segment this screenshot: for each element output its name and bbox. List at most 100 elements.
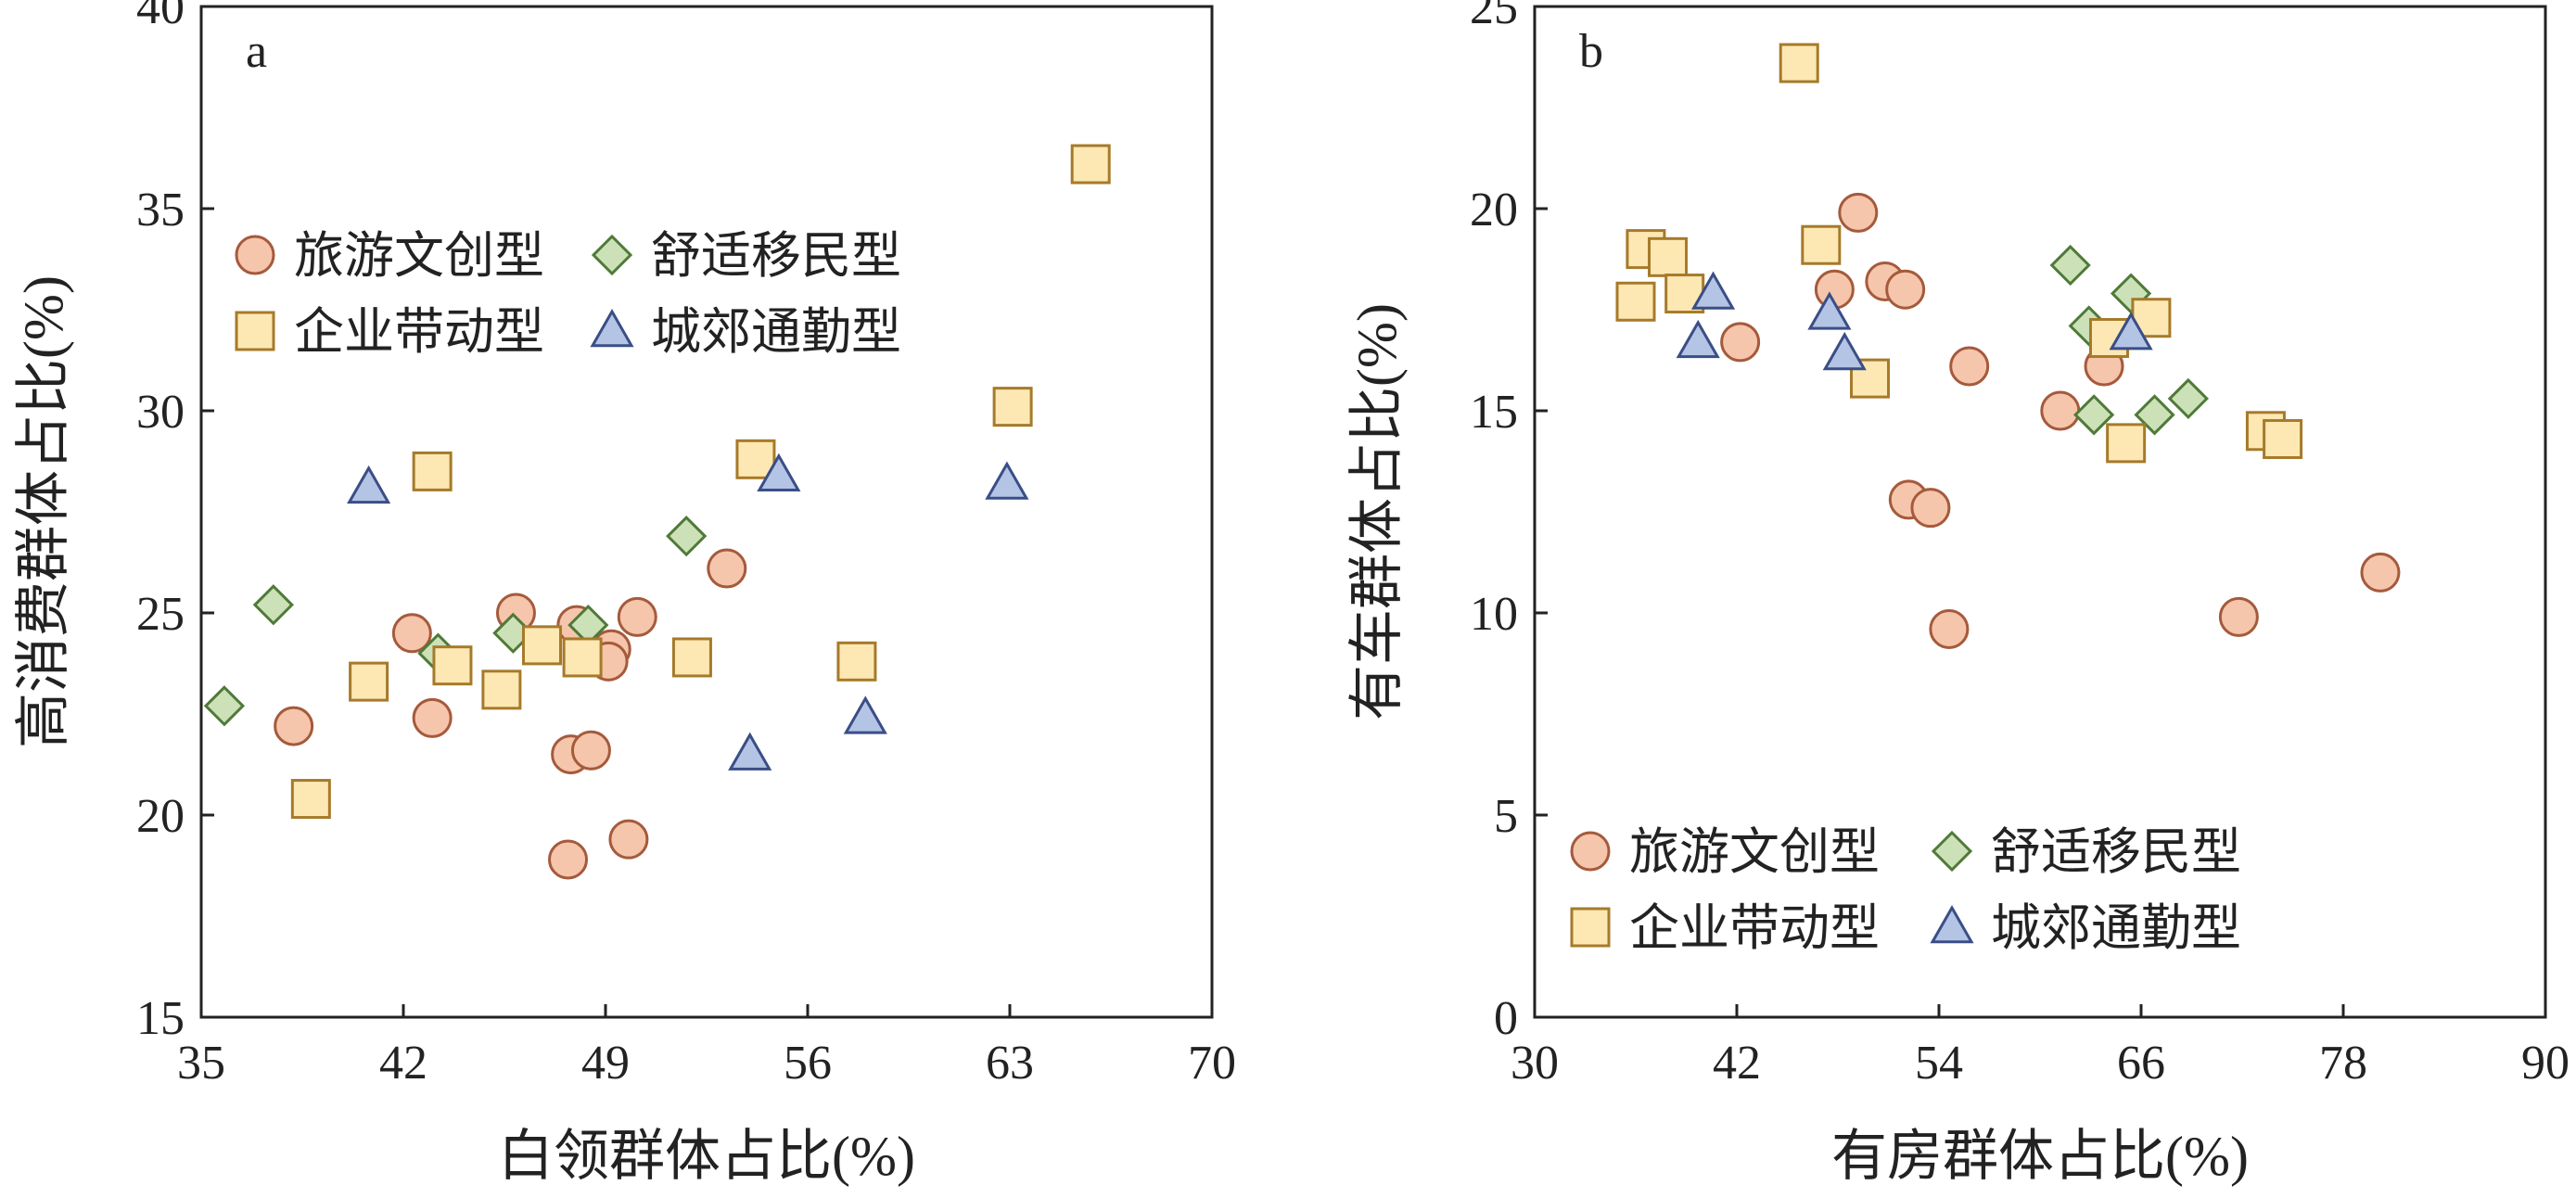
data-point bbox=[252, 584, 294, 626]
data-point bbox=[1807, 291, 1852, 330]
legend-marker bbox=[235, 311, 275, 351]
data-point bbox=[671, 637, 712, 678]
x-tick-label: 54 bbox=[1915, 1037, 1963, 1090]
y-tick-label: 40 bbox=[136, 0, 185, 34]
data-point bbox=[432, 645, 473, 686]
y-tick-label: 30 bbox=[136, 386, 185, 439]
data-point bbox=[1690, 271, 1736, 310]
data-point bbox=[2360, 552, 2401, 593]
data-point bbox=[349, 661, 389, 702]
data-point bbox=[2218, 596, 2259, 637]
panel-b: 30 42 54 66 78 90 0 5 10 15 20 25 有房群体占比(%) 有车群体占比(%)… bbox=[1346, 0, 2570, 1187]
y-tick-label: 35 bbox=[136, 184, 185, 236]
panel-label: a bbox=[246, 25, 267, 78]
panel-a: 35 42 49 56 63 70 15 20 25 30 35 40 白领群体占比(%) 高消费群体占比… bbox=[13, 0, 1236, 1187]
x-tick-label: 49 bbox=[581, 1037, 630, 1090]
legend-label: 企业带动型 bbox=[294, 304, 544, 360]
panel-label: b bbox=[1579, 25, 1603, 78]
x-tick-label: 35 bbox=[177, 1037, 225, 1090]
x-tick-label: 90 bbox=[2521, 1037, 2570, 1090]
data-point bbox=[1801, 224, 1842, 265]
data-point bbox=[1720, 322, 1761, 363]
y-axis-title: 高消费群体占比(%) bbox=[13, 275, 74, 748]
x-tick-label: 63 bbox=[986, 1037, 1034, 1090]
data-point bbox=[1929, 608, 1970, 649]
data-point bbox=[521, 625, 562, 666]
legend-marker bbox=[1930, 904, 1974, 944]
plot-frame bbox=[1533, 5, 2547, 1019]
data-point bbox=[2167, 377, 2209, 420]
data-point bbox=[757, 452, 801, 492]
data-point bbox=[562, 637, 603, 678]
data-point bbox=[1910, 488, 1951, 529]
data-point bbox=[412, 697, 453, 738]
y-tick-label: 25 bbox=[1470, 0, 1518, 34]
data-point bbox=[843, 695, 887, 734]
data-point bbox=[1676, 319, 1720, 359]
data-point bbox=[290, 779, 331, 820]
legend-marker bbox=[1570, 907, 1611, 948]
data-point bbox=[992, 387, 1033, 427]
data-point bbox=[412, 451, 453, 491]
data-point bbox=[391, 613, 432, 654]
series-0 bbox=[274, 548, 747, 880]
data-point bbox=[2109, 312, 2153, 350]
data-point bbox=[1070, 144, 1111, 185]
series-2 bbox=[290, 144, 1111, 820]
series-3 bbox=[1676, 271, 2153, 371]
legend-marker bbox=[235, 235, 275, 275]
x-tick-label: 66 bbox=[2117, 1037, 2165, 1090]
x-tick-label: 42 bbox=[379, 1037, 427, 1090]
data-point bbox=[1949, 346, 1990, 387]
data-point bbox=[1885, 269, 1926, 310]
data-point bbox=[2263, 419, 2303, 460]
y-tick-label: 15 bbox=[136, 992, 185, 1045]
legend-label: 旅游文创型 bbox=[1629, 824, 1880, 880]
y-tick-label: 10 bbox=[1470, 588, 1518, 641]
y-tick-label: 20 bbox=[136, 790, 185, 843]
legend-label: 城郊通勤型 bbox=[1991, 900, 2241, 956]
legend-marker bbox=[1570, 831, 1611, 872]
x-tick-label: 30 bbox=[1511, 1037, 1559, 1090]
x-tick-label: 56 bbox=[784, 1037, 832, 1090]
data-point bbox=[1648, 236, 1689, 277]
data-point bbox=[548, 839, 589, 880]
data-point bbox=[347, 465, 391, 504]
y-tick-label: 5 bbox=[1494, 790, 1518, 843]
data-point bbox=[985, 461, 1029, 500]
legend-marker bbox=[591, 234, 633, 276]
legend-marker bbox=[1931, 830, 1973, 873]
x-axis-title: 有房群体占比(%) bbox=[1831, 1126, 2249, 1187]
x-tick-label: 42 bbox=[1713, 1037, 1761, 1090]
data-point bbox=[728, 732, 772, 771]
data-point bbox=[836, 641, 877, 682]
legend-label: 舒适移民型 bbox=[651, 228, 901, 284]
data-point bbox=[1838, 192, 1879, 233]
data-point bbox=[666, 516, 708, 557]
x-tick-label: 70 bbox=[1188, 1037, 1236, 1090]
legend-label: 舒适移民型 bbox=[1991, 824, 2241, 880]
legend-label: 城郊通勤型 bbox=[651, 304, 901, 360]
plot-frame bbox=[199, 5, 1214, 1019]
data-point bbox=[2106, 423, 2147, 464]
data-point bbox=[735, 439, 776, 479]
legend-label: 企业带动型 bbox=[1629, 900, 1880, 956]
data-point bbox=[2040, 390, 2081, 431]
legend-marker bbox=[590, 308, 634, 348]
data-point bbox=[1822, 331, 1867, 371]
data-point bbox=[1615, 281, 1656, 322]
y-axis-title: 有车群体占比(%) bbox=[1346, 303, 1408, 720]
data-point bbox=[481, 669, 522, 710]
series-1 bbox=[203, 516, 708, 727]
series-0 bbox=[1720, 192, 2401, 649]
data-point bbox=[274, 706, 314, 746]
data-point bbox=[2073, 394, 2115, 436]
y-tick-label: 20 bbox=[1470, 184, 1518, 236]
data-point bbox=[608, 819, 649, 860]
data-point bbox=[570, 730, 611, 771]
data-point bbox=[1779, 43, 1819, 83]
